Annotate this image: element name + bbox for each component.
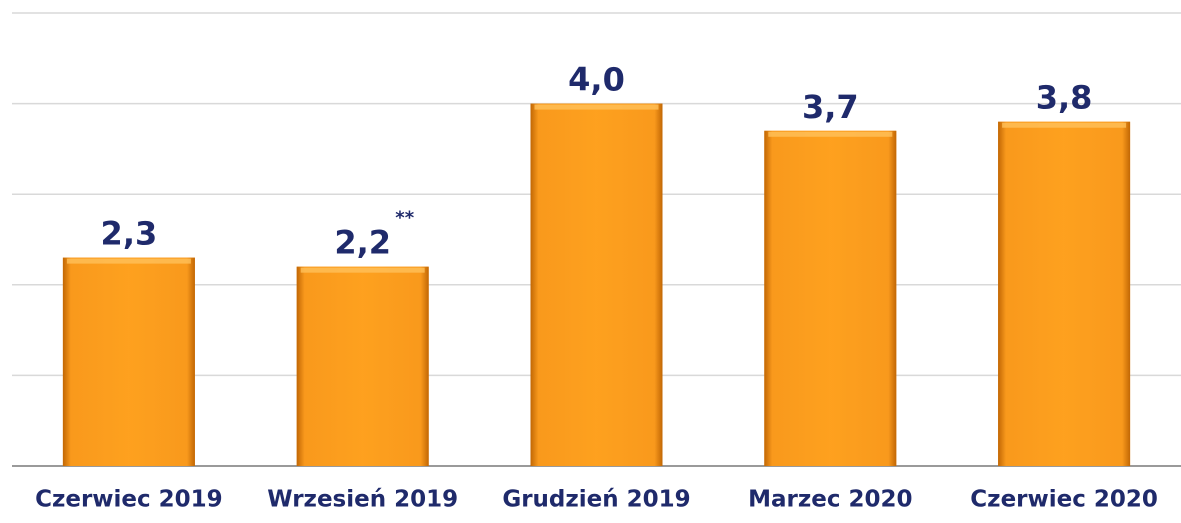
value-label: 3,7 [802, 88, 859, 126]
x-tick-label: Wrzesień 2019 [267, 487, 458, 513]
bar-bevel [534, 104, 659, 110]
x-tick-label: Czerwiec 2020 [970, 487, 1158, 513]
x-tick-label: Grudzień 2019 [502, 487, 690, 513]
bar-bevel [768, 131, 893, 137]
bar-shade [998, 121, 1131, 466]
bar-shade [530, 103, 663, 466]
bar-bevel [300, 267, 425, 273]
bar-shade [296, 266, 429, 466]
bar-bevel [66, 258, 191, 264]
value-label: 3,8 [1036, 79, 1093, 117]
value-label: 2,3 [101, 215, 158, 253]
bar-shade [62, 257, 195, 466]
annotation: ** [395, 208, 414, 229]
value-label: 2,2 [334, 224, 391, 262]
value-label: 4,0 [568, 61, 625, 99]
bar-bevel [1002, 122, 1127, 128]
x-tick-label: Marzec 2020 [748, 487, 912, 513]
x-tick-label: Czerwiec 2019 [35, 487, 223, 513]
bar-shade [764, 130, 897, 466]
